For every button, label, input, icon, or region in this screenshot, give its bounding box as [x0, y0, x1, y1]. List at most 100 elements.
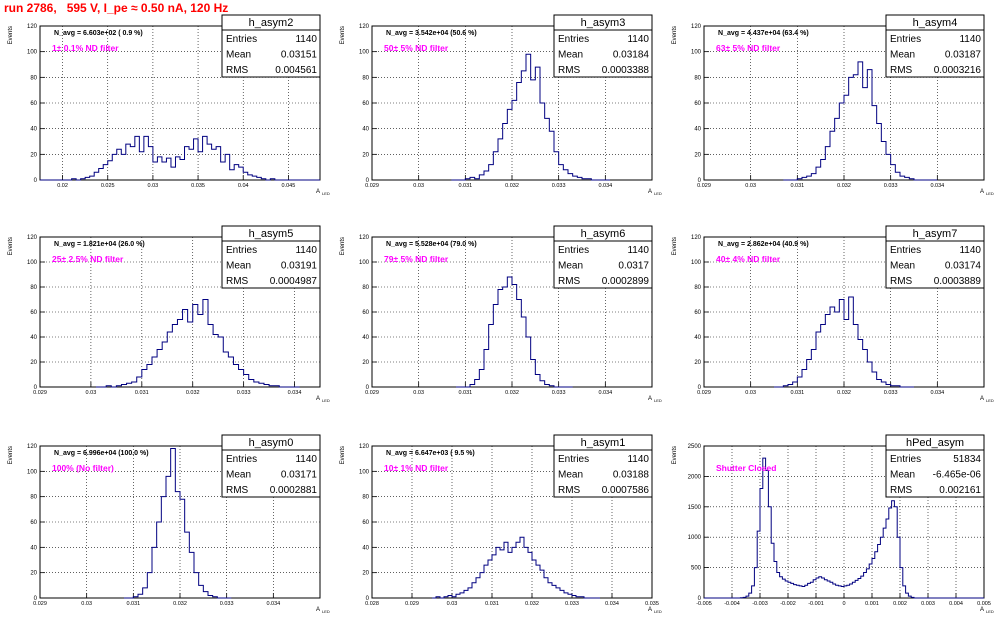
h_asym5-stat-rms-value: 0.0004987	[270, 276, 318, 287]
h_asym7-xtick-label: 0.032	[837, 390, 851, 396]
h_asym5-xtick-label: 0.033	[237, 390, 251, 396]
hPed_asym-ytick-label: 2500	[688, 444, 702, 450]
h_asym4-xtick-label: 0.033	[884, 183, 898, 189]
h_asym1-ylabel: Events	[340, 446, 346, 464]
h_asym6-xtick-label: 0.031	[458, 390, 472, 396]
h_asym4-ytick-label: 80	[694, 75, 701, 81]
hPed_asym-xtick-label: 0	[842, 601, 845, 607]
h_asym5-note: 25± 2.5% ND filter	[52, 254, 124, 264]
hPed_asym-xtick-label: 0.002	[893, 601, 907, 607]
hPed_asym-xtick-label: -0.004	[724, 601, 740, 607]
hPed_asym-stat-mean-value: -6.465e-06	[933, 470, 982, 481]
h_asym1-histogram	[432, 536, 600, 599]
h_asym7-ytick-label: 0	[698, 385, 702, 391]
hPed_asym-ytick-label: 1000	[688, 535, 702, 541]
h_asym7-ytick-label: 80	[694, 285, 701, 291]
h_asym7-xtick-label: 0.033	[884, 390, 898, 396]
h_asym4-ytick-label: 120	[691, 24, 702, 30]
h_asym6-stat-entries-label: Entries	[558, 245, 589, 256]
h_asym2-stat-rms-label: RMS	[226, 65, 249, 76]
h_asym0-stat-rms-label: RMS	[226, 485, 249, 496]
h_asym4-stat-entries-value: 1140	[959, 34, 981, 45]
h_asym3-note: 50± 5% ND filter	[384, 43, 449, 53]
hPed_asym-ytick-label: 2000	[688, 474, 702, 480]
h_asym0-n-avg: N_avg = 6.996e+04 (100.0 %)	[54, 450, 149, 457]
h_asym3-histogram	[451, 53, 610, 181]
hPed_asym-xtick-label: 0.003	[921, 601, 935, 607]
h_asym2-ytick-label: 120	[27, 24, 38, 30]
h_asym7-xlabel: A	[980, 396, 984, 402]
h_asym7-stat-entries-value: 1140	[959, 245, 981, 256]
h_asym6-xtick-label: 0.032	[505, 390, 519, 396]
h_asym2-ytick-label: 100	[27, 50, 38, 56]
h_asym6-xtick-label: 0.033	[552, 390, 566, 396]
h_asym4-histogram	[783, 61, 938, 181]
hPed_asym-xtick-label: 0.004	[949, 601, 963, 607]
h_asym6-ytick-label: 80	[362, 285, 369, 291]
h_asym7-stat-mean-value: 0.03174	[945, 261, 982, 272]
h_asym4-xtick-label: 0.03	[745, 183, 756, 189]
h_asym1-ytick-label: 20	[362, 571, 369, 577]
h_asym6-xlabel: A	[648, 396, 652, 402]
h_asym1-title: h_asym1	[581, 437, 626, 449]
h_asym0-note: 100% (No filter)	[52, 463, 114, 473]
h_asym5-stat-entries-value: 1140	[295, 245, 317, 256]
h_asym4-ytick-label: 100	[691, 50, 702, 56]
h_asym7-stats-box	[885, 240, 985, 289]
h_asym6-xtick-label: 0.029	[365, 390, 379, 396]
h_asym6-n-avg: N_avg = 5.528e+04 (79.0 %)	[386, 241, 477, 248]
h_asym5-ytick-label: 40	[30, 335, 37, 341]
h_asym3-stat-entries-label: Entries	[558, 34, 589, 45]
h_asym1-ytick-label: 120	[359, 444, 370, 450]
h_asym0-ytick-label: 40	[30, 545, 37, 551]
h_asym3-title: h_asym3	[581, 17, 626, 29]
hPed_asym-xtick-label: 0.005	[977, 601, 991, 607]
hPed_asym-xlabel: A	[980, 607, 984, 613]
hPed_asym-xtick-label: -0.001	[808, 601, 824, 607]
h_asym4-stat-entries-label: Entries	[890, 34, 921, 45]
h_asym7-n-avg: N_avg = 2.862e+04 (40.9 %)	[718, 241, 809, 248]
h_asym4-xtick-label: 0.029	[697, 183, 711, 189]
hPed_asym-ytick-label: 0	[698, 596, 702, 602]
h_asym1-xtick-label: 0.033	[565, 601, 579, 607]
h_asym3-stat-mean-label: Mean	[558, 50, 583, 61]
h_asym1-stat-rms-value: 0.0007586	[602, 485, 650, 496]
h_asym2-ytick-label: 40	[30, 127, 37, 133]
h_asym0-ytick-label: 80	[30, 495, 37, 501]
h_asym7-ytick-label: 100	[691, 260, 702, 266]
h_asym2-ytick-label: 20	[30, 152, 37, 158]
h_asym3-stats-box	[553, 29, 653, 78]
h_asym5-ylabel: Events	[8, 237, 14, 255]
h_asym3-xlabel-sub: LED	[654, 191, 662, 196]
h_asym3-xtick-label: 0.03	[413, 183, 424, 189]
h_asym1-xtick-label: 0.032	[525, 601, 539, 607]
h_asym6-ylabel: Events	[340, 237, 346, 255]
hPed_asym-ylabel: Events	[672, 446, 678, 464]
h_asym2-stats-box	[221, 29, 321, 78]
h_asym6-ytick-label: 40	[362, 335, 369, 341]
h_asym4-xlabel-sub: LED	[986, 191, 994, 196]
h_asym6-stat-entries-value: 1140	[627, 245, 649, 256]
h_asym6-histogram	[456, 276, 573, 388]
h_asym4-ytick-label: 40	[694, 127, 701, 133]
hPed_asym-stats-box	[885, 449, 985, 498]
h_asym5-ytick-label: 0	[34, 385, 38, 391]
h_asym7-stat-entries-label: Entries	[890, 245, 921, 256]
h_asym2-xtick-label: 0.025	[101, 183, 115, 189]
h_asym3-xtick-label: 0.033	[552, 183, 566, 189]
h_asym2-histogram	[40, 135, 320, 181]
h_asym4-stat-rms-label: RMS	[890, 65, 913, 76]
h_asym2-ytick-label: 80	[30, 75, 37, 81]
h_asym3-ylabel: Events	[340, 26, 346, 44]
h_asym7-stat-mean-label: Mean	[890, 261, 915, 272]
h_asym1-xlabel: A	[648, 607, 652, 613]
h_asym0-ylabel: Events	[8, 446, 14, 464]
h_asym7-title: h_asym7	[913, 228, 958, 240]
h_asym3-ytick-label: 100	[359, 50, 370, 56]
h_asym6-xtick-label: 0.03	[413, 390, 424, 396]
h_asym4-ytick-label: 20	[694, 152, 701, 158]
h_asym1-ytick-label: 40	[362, 545, 369, 551]
h_asym5-stat-mean-label: Mean	[226, 261, 251, 272]
h_asym3-xtick-label: 0.031	[458, 183, 472, 189]
h_asym6-xtick-label: 0.034	[598, 390, 612, 396]
